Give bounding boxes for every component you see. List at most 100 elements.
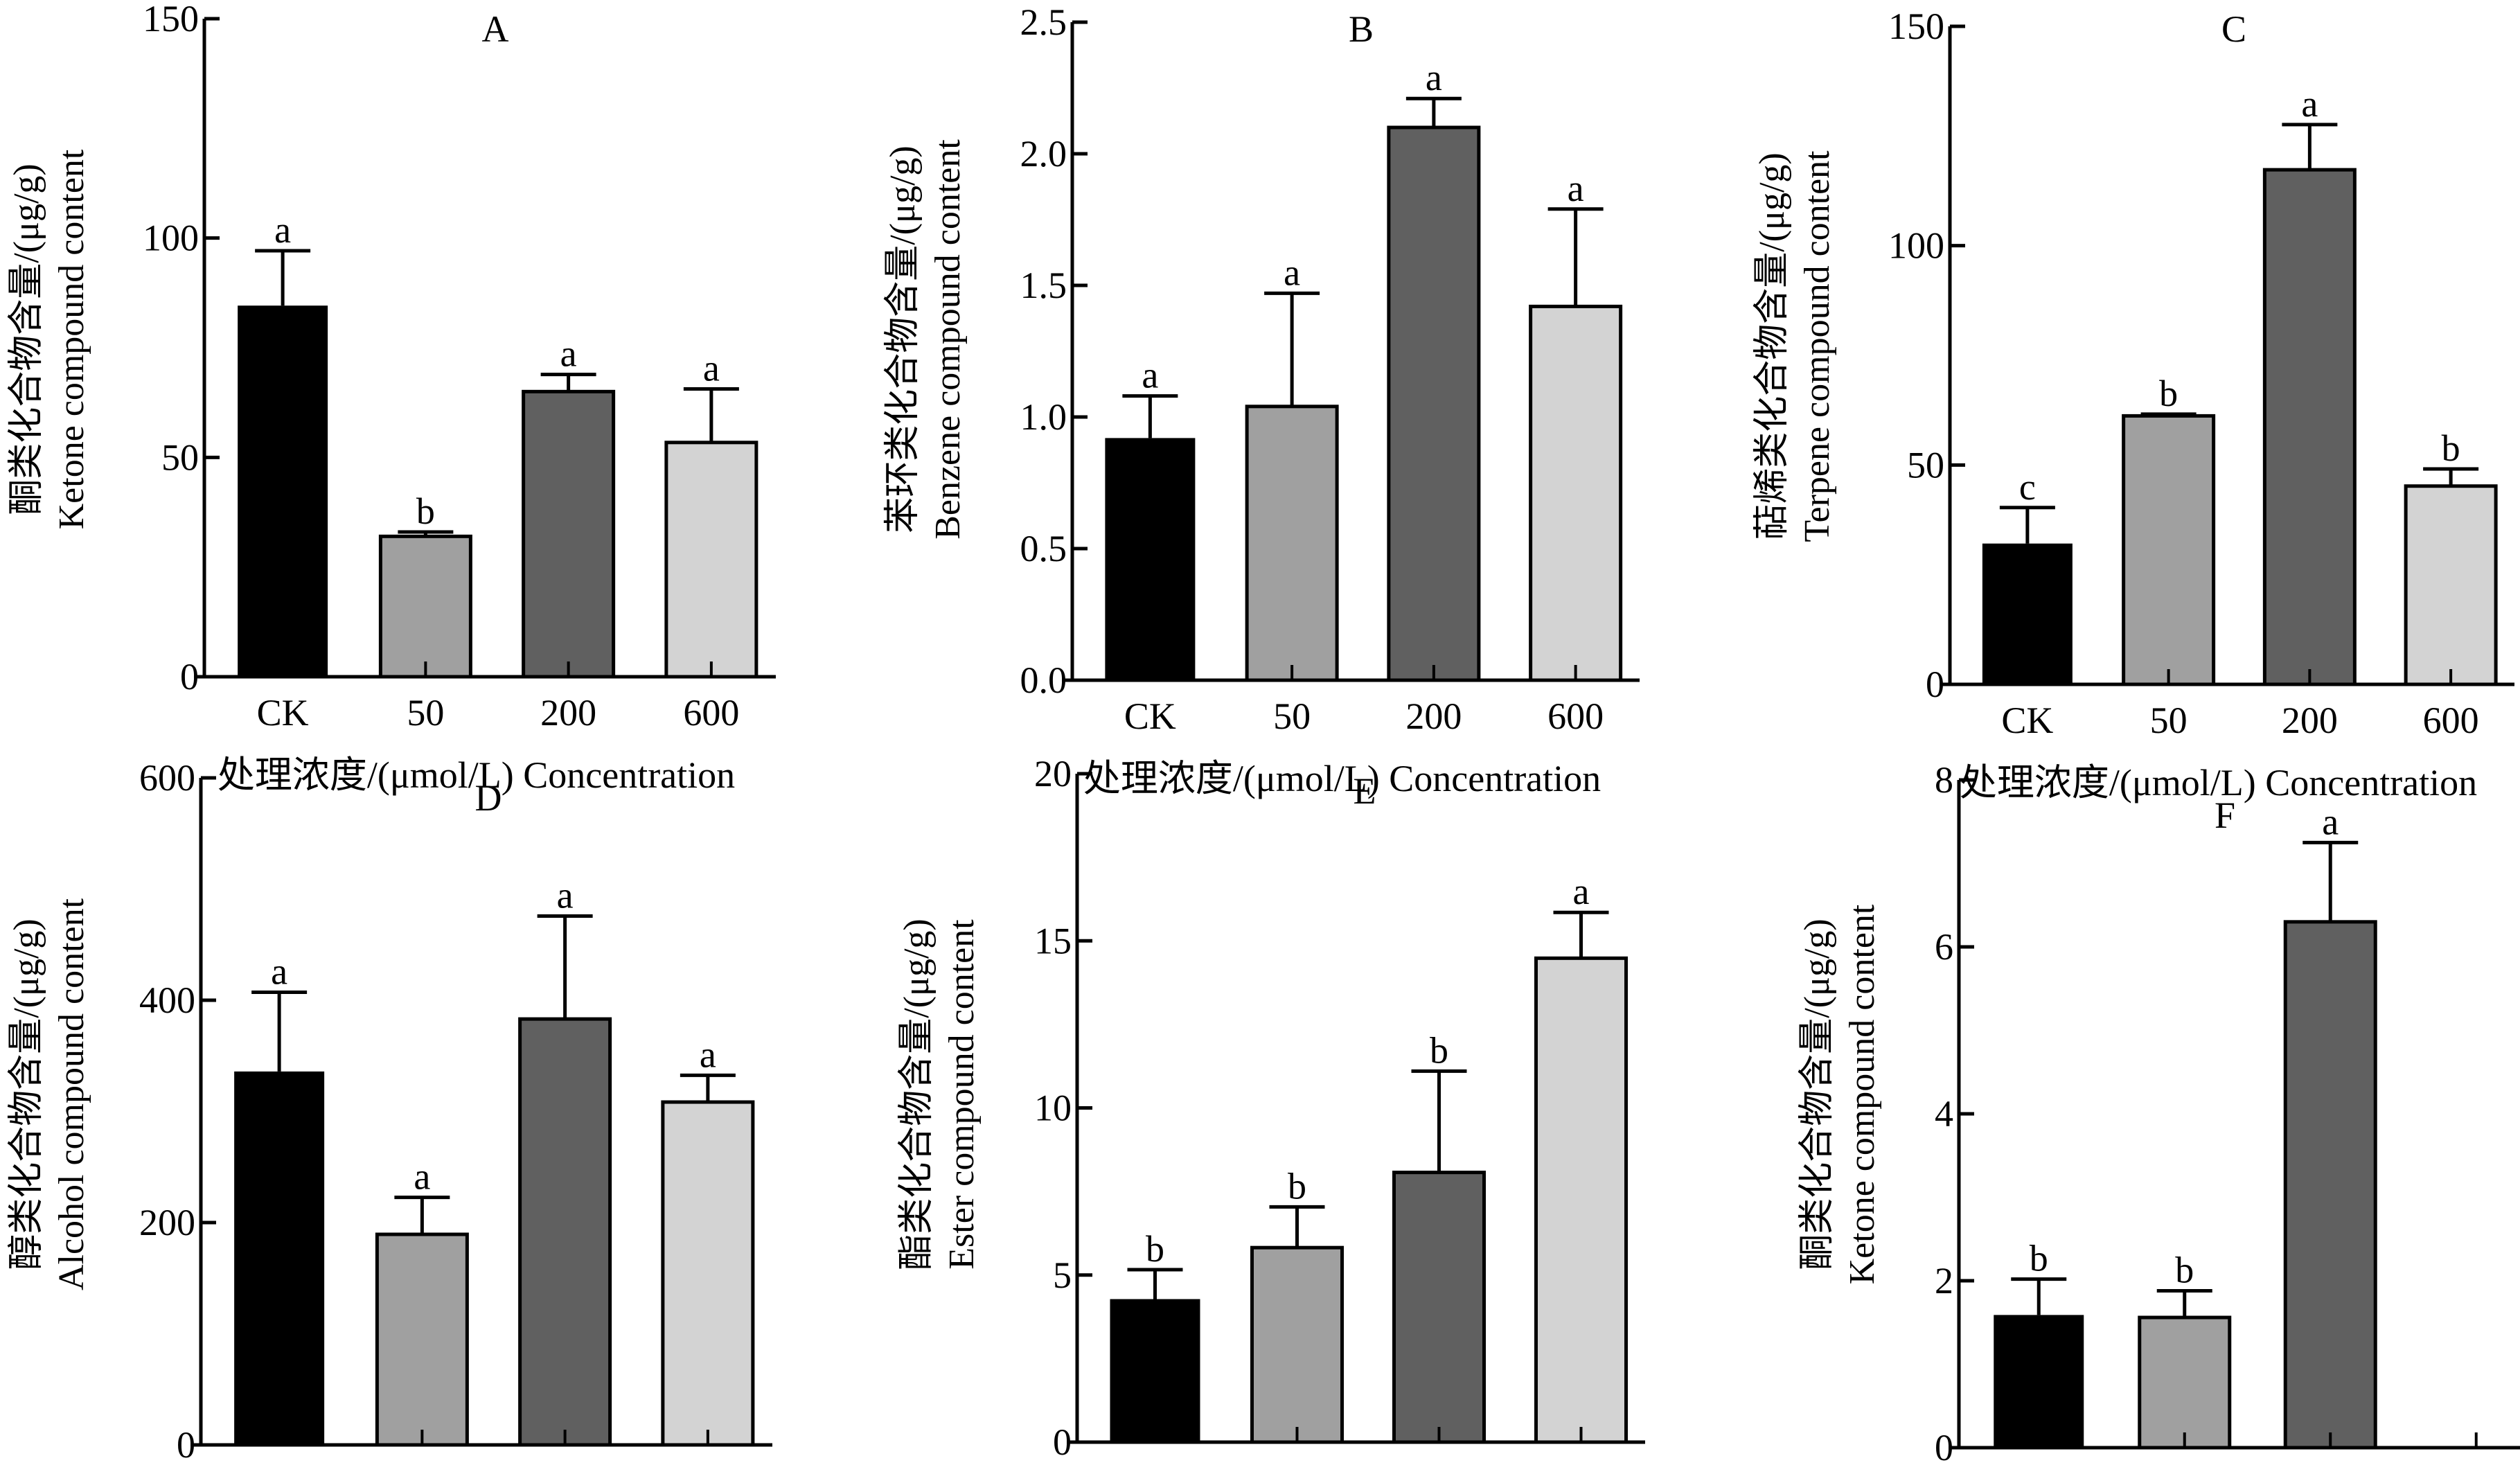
x-axis-label: 处理浓度/(μmol/L) Concentration <box>1960 762 2477 803</box>
significance-letter: a <box>414 1156 430 1198</box>
x-tick-label: CK <box>254 1460 305 1465</box>
significance-letter: a <box>703 348 720 389</box>
bar-ck <box>1110 1299 1200 1442</box>
y-tick-label: 0.0 <box>1020 659 1067 701</box>
x-axis-label: 处理浓度/(μmol/L) Concentration <box>1083 758 1601 799</box>
y-tick-label: 4 <box>1935 1093 1953 1135</box>
panel-a: 0 50 100 150 Aa CK b 50 a 200 a 600 酮类化合物含量/(μg/g) Ke… <box>7 0 776 796</box>
y-tick-label: 0 <box>1935 1427 1953 1465</box>
x-tick-label: 50 <box>1273 695 1311 737</box>
y-tick-label: 50 <box>1907 444 1944 486</box>
x-tick-label: 50 <box>1279 1457 1316 1465</box>
bar-600 <box>1529 304 1623 682</box>
x-tick-label: 50 <box>407 692 444 734</box>
bar-600 <box>1534 956 1628 1444</box>
bar-50 <box>2138 1315 2232 1450</box>
y-tick-label: 150 <box>143 0 199 39</box>
panel-b: 0.0 0.5 1.0 1.5 2.0 2.5 Ba CK a 50 a 200 a 600 苯环类化合物含… <box>883 1 1640 799</box>
x-tick-label: 200 <box>1405 695 1462 737</box>
y-axis-label-cn: 萜烯类化合物含量/(μg/g) <box>1753 152 1792 540</box>
panel-e: 0 5 10 15 20 Eb CK b 50 b 200 a 600 酯类化合物含量/(μg/g)Est… <box>897 753 1645 1465</box>
significance-letter: a <box>274 209 291 251</box>
x-tick-label: 600 <box>683 692 739 734</box>
y-axis-label-en: Ketone compound content <box>52 149 91 529</box>
y-tick-label: 10 <box>1034 1087 1072 1129</box>
y-axis-label-en: Terpene compound content <box>1798 150 1837 542</box>
significance-letter: b <box>1430 1029 1448 1071</box>
significance-letter: b <box>2030 1238 2048 1279</box>
significance-letter: a <box>2301 83 2318 125</box>
y-tick-label: 0 <box>1926 664 1944 705</box>
x-tick-label: 50 <box>2150 700 2188 741</box>
significance-letter: b <box>416 490 435 532</box>
y-tick-label: 400 <box>139 979 195 1021</box>
bar-ck <box>238 305 328 677</box>
x-tick-label: 600 <box>1553 1457 1609 1465</box>
significance-letter: b <box>1288 1165 1306 1207</box>
bar-ck <box>1982 543 2073 684</box>
panel-d: 0 200 400 600 Da CK a 50 a 200 a 600 醇类化合物含量/(μg/g)A… <box>7 757 772 1465</box>
bar-200 <box>522 389 616 679</box>
significance-letter: a <box>560 333 577 375</box>
y-tick-label: 5 <box>1053 1254 1072 1296</box>
significance-letter: a <box>1426 57 1442 98</box>
y-tick-label: 6 <box>1935 926 1953 968</box>
y-axis-label-cn: 酯类化合物含量/(μg/g) <box>897 918 937 1270</box>
x-tick-label: 200 <box>540 692 596 734</box>
y-tick-label: 2 <box>1935 1260 1953 1302</box>
panel-title: D <box>475 777 502 819</box>
bar-ck <box>234 1071 325 1445</box>
significance-letter: b <box>2175 1249 2194 1290</box>
bar-ck <box>1105 438 1196 680</box>
panel-title: C <box>2221 8 2246 50</box>
y-tick-label: 2.5 <box>1020 1 1067 43</box>
bar-50 <box>1245 405 1339 682</box>
y-axis-label-cn: 醇类化合物含量/(μg/g) <box>7 918 46 1270</box>
significance-letter: b <box>1146 1228 1164 1270</box>
x-tick-label: 600 <box>2448 1463 2504 1465</box>
significance-letter: a <box>557 875 574 916</box>
x-tick-label: 600 <box>2423 700 2479 741</box>
y-tick-label: 50 <box>161 436 199 478</box>
x-tick-label: CK <box>1129 1457 1181 1465</box>
significance-letter: c <box>2019 466 2036 508</box>
x-tick-label: 200 <box>1411 1457 1467 1465</box>
panel-title: B <box>1349 8 1374 50</box>
y-axis-label-en: Benzene compound content <box>928 139 968 540</box>
y-tick-label: 100 <box>1888 225 1944 267</box>
y-axis-label-cn: 酮类化合物含量/(μg/g) <box>1798 918 1837 1270</box>
significance-letter: b <box>2442 427 2460 469</box>
x-tick-label: 200 <box>537 1460 593 1465</box>
x-tick-label: 600 <box>680 1460 736 1465</box>
panel-f: 0 2 4 6 8 Fb CK b 50 a 200 600 酮类化合物含量/(μg/g)Ketone … <box>1798 759 2520 1465</box>
significance-letter: a <box>1573 871 1590 912</box>
y-tick-label: 0 <box>180 656 199 698</box>
y-tick-label: 0.5 <box>1020 528 1067 569</box>
panel-title: E <box>1354 770 1376 812</box>
bar-50 <box>2122 414 2216 686</box>
bar-200 <box>518 1017 612 1447</box>
y-tick-label: 1.0 <box>1020 396 1067 438</box>
bar-200 <box>1387 125 1481 682</box>
y-axis-label-en: Ketone compound content <box>1843 904 1882 1284</box>
x-tick-label: 200 <box>2302 1463 2359 1465</box>
significance-letter: a <box>700 1033 716 1075</box>
y-axis-label-en: Alcohol compound content <box>52 898 91 1290</box>
y-tick-label: 150 <box>1888 6 1944 47</box>
x-tick-label: CK <box>257 692 309 734</box>
bar-200 <box>2283 920 2377 1450</box>
x-tick-label: 600 <box>1547 695 1604 737</box>
y-tick-label: 0 <box>1053 1421 1072 1463</box>
y-tick-label: 15 <box>1034 920 1072 961</box>
bar-50 <box>378 534 472 679</box>
x-tick-label: 50 <box>2166 1463 2203 1465</box>
x-tick-label: 200 <box>2282 700 2338 741</box>
panel-title: A <box>482 8 509 50</box>
significance-letter: a <box>1142 355 1158 396</box>
y-tick-label: 8 <box>1935 759 1953 801</box>
y-tick-label: 1.5 <box>1020 265 1067 306</box>
bar-200 <box>1392 1171 1486 1444</box>
bar-600 <box>664 441 758 679</box>
y-axis-label-cn: 苯环类化合物含量/(μg/g) <box>883 145 923 533</box>
significance-letter: b <box>2159 373 2178 414</box>
